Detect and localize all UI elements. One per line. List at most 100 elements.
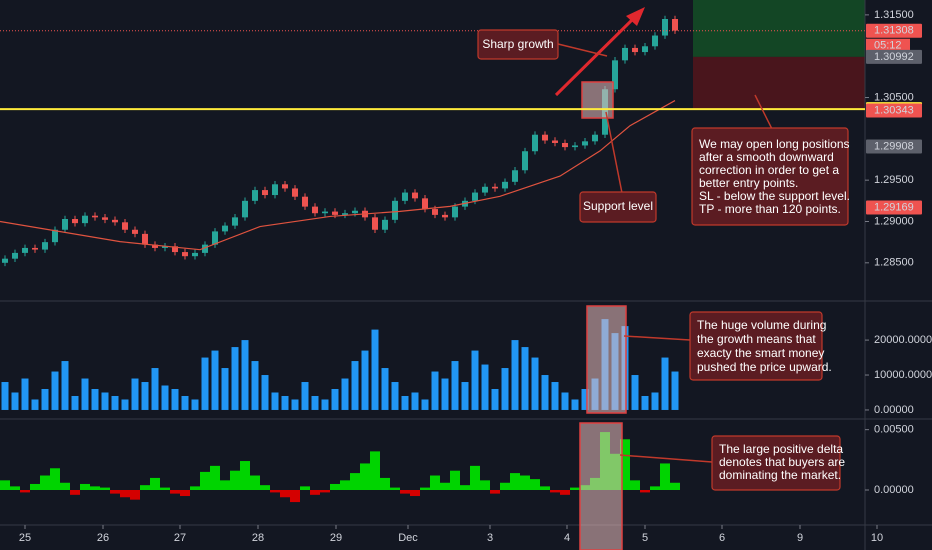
- highlight-box: [579, 422, 623, 550]
- y-tick-label: 0.00000: [874, 484, 914, 496]
- volume-bar: [221, 368, 229, 410]
- candle-body: [532, 134, 538, 152]
- volume-bar: [581, 389, 589, 410]
- candle-body: [492, 186, 498, 189]
- delta-bar: [180, 490, 190, 497]
- annotation-pointer: [754, 94, 773, 130]
- delta-bar: [270, 490, 280, 493]
- candle-body: [382, 219, 388, 230]
- delta-bar: [40, 475, 50, 490]
- volume-bar: [191, 399, 199, 410]
- annotation: Sharp growth: [477, 29, 608, 60]
- annotation-text: The huge volume during: [697, 318, 826, 332]
- x-tick-label: 26: [97, 532, 109, 544]
- candle-body: [292, 188, 298, 197]
- candle-body: [282, 184, 288, 189]
- delta-bar: [210, 465, 220, 490]
- volume-bar: [11, 392, 19, 410]
- position-zones: [693, 0, 865, 110]
- volume-bar: [251, 361, 259, 410]
- y-tick-label: 0.00000: [874, 404, 914, 416]
- volume-bar: [511, 340, 519, 410]
- candle-body: [242, 200, 248, 218]
- x-tick-label: 3: [487, 532, 493, 544]
- delta-bar: [620, 439, 630, 490]
- x-tick-label: 9: [797, 532, 803, 544]
- volume-bar: [481, 364, 489, 410]
- delta-bar: [550, 490, 560, 493]
- candle-body: [272, 184, 278, 196]
- highlight-box: [581, 81, 614, 119]
- delta-bar: [80, 483, 90, 490]
- volume-bar: [651, 392, 659, 410]
- candle-body: [472, 192, 478, 201]
- annotation: We may open long positions after a smoot…: [691, 94, 850, 226]
- delta-bar: [330, 483, 340, 490]
- delta-bar: [60, 482, 70, 490]
- annotation-text: the growth means that: [697, 332, 816, 346]
- volume-bar: [471, 350, 479, 410]
- volume-bar: [51, 371, 59, 410]
- arrow-head: [626, 7, 645, 26]
- candle-body: [612, 60, 618, 90]
- candle-body: [202, 244, 208, 253]
- y-tick-label: 20000.00000: [874, 334, 932, 346]
- candle-body: [212, 231, 218, 245]
- candle-body: [142, 233, 148, 245]
- volume-bar: [101, 392, 109, 410]
- volume-bar: [201, 357, 209, 410]
- volume-bar: [301, 382, 309, 410]
- delta-bar: [470, 465, 480, 490]
- delta-bar: [570, 487, 580, 490]
- delta-bar: [420, 487, 430, 490]
- volume-bar: [491, 389, 499, 410]
- candle-body: [52, 229, 58, 243]
- volume-bar: [311, 395, 319, 410]
- candle-body: [312, 206, 318, 214]
- candle-body: [432, 209, 438, 215]
- volume-bar: [371, 329, 379, 410]
- candle-body: [72, 219, 78, 224]
- annotation-pointer: [623, 335, 691, 341]
- candle-body: [622, 47, 628, 61]
- candle-body: [562, 142, 568, 148]
- volume-bar: [291, 399, 299, 410]
- volume-bar: [111, 395, 119, 410]
- candle-body: [452, 206, 458, 218]
- price-tag-label: 1.30343: [874, 104, 914, 116]
- candle-body: [42, 242, 48, 250]
- volume-bar: [181, 395, 189, 410]
- stop-loss-zone: [693, 56, 865, 110]
- y-tick-label: 1.31500: [874, 9, 914, 21]
- y-tick-label: 1.29500: [874, 174, 914, 186]
- volume-bar: [271, 392, 279, 410]
- delta-bar: [400, 490, 410, 494]
- candle-body: [222, 225, 228, 232]
- volume-bar: [501, 368, 509, 410]
- candle-body: [572, 145, 578, 148]
- volume-bar: [261, 375, 269, 410]
- delta-bar: [260, 485, 270, 490]
- take-profit-zone: [693, 0, 865, 57]
- price-tag-label: 1.30992: [874, 51, 914, 63]
- candle-body: [482, 186, 488, 193]
- candle-body: [332, 211, 338, 215]
- delta-bar: [340, 480, 350, 490]
- candle-body: [352, 210, 358, 214]
- price-tag-label: 1.29169: [874, 201, 914, 213]
- candle-body: [412, 192, 418, 199]
- candle-body: [22, 247, 28, 253]
- delta-bar: [640, 490, 650, 493]
- candle-body: [192, 252, 198, 257]
- volume-bar: [161, 385, 169, 410]
- candle-body: [542, 134, 548, 141]
- delta-bar: [430, 475, 440, 490]
- delta-bar: [510, 473, 520, 490]
- x-tick-label: 27: [174, 532, 186, 544]
- delta-bar: [110, 490, 120, 494]
- candle-body: [322, 211, 328, 214]
- delta-bar: [450, 470, 460, 490]
- candle-body: [152, 244, 158, 248]
- volume-bar: [41, 389, 49, 410]
- delta-bar: [160, 487, 170, 490]
